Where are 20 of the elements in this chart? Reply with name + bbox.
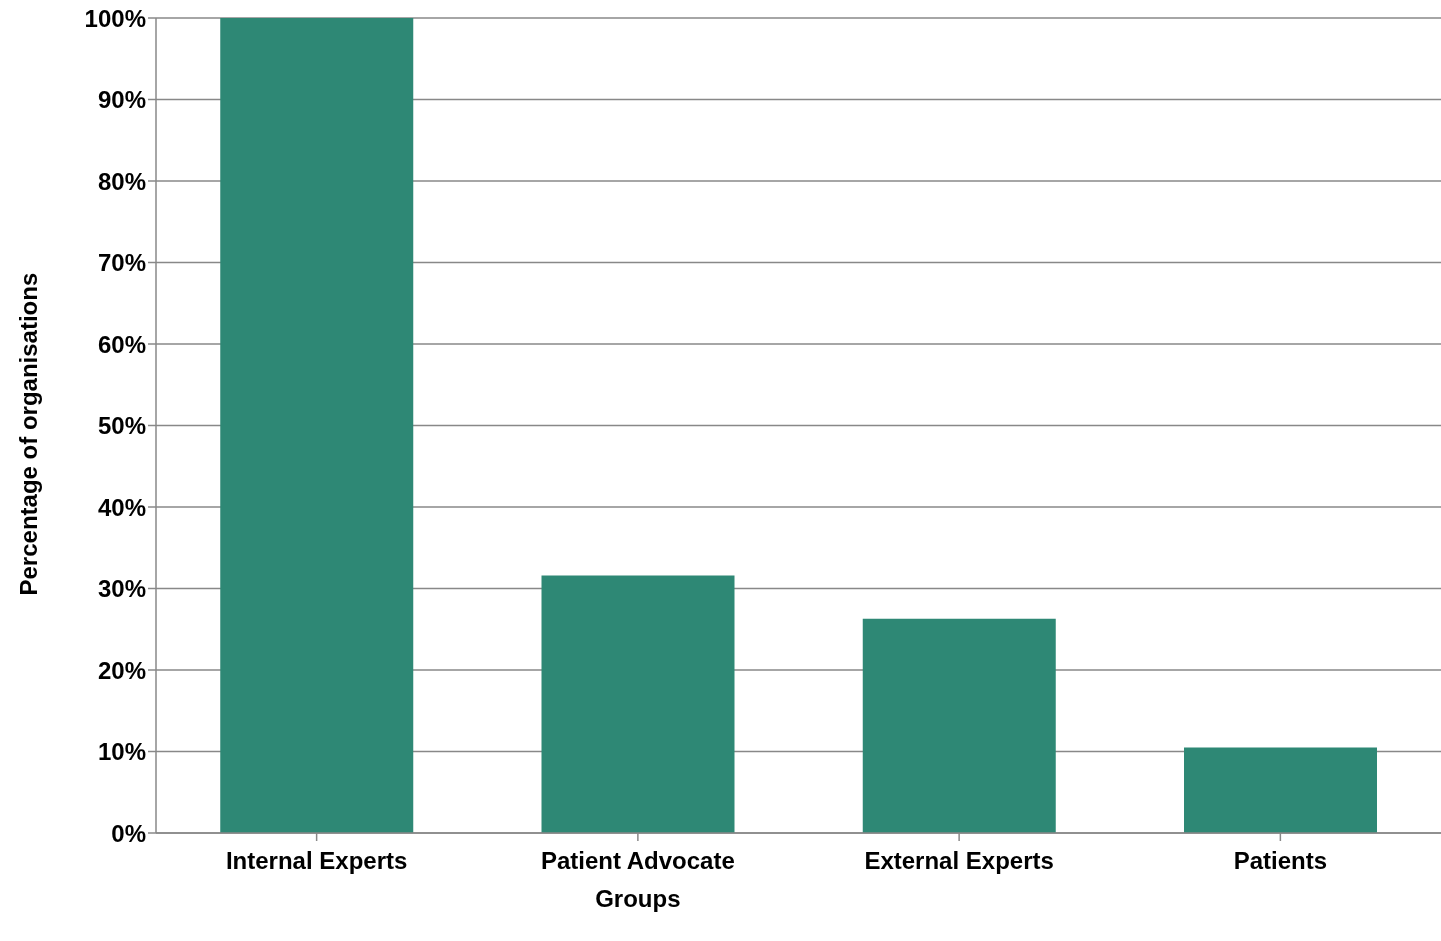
y-tick-label: 30% (97, 575, 146, 603)
x-tick-label: Patients (1233, 847, 1328, 874)
y-tick-label: 60% (97, 330, 146, 358)
x-tick-label: External Experts (864, 847, 1054, 874)
y-tick-label: 70% (97, 249, 146, 277)
y-tick-label: 10% (97, 738, 146, 766)
y-tick-label: 100% (84, 4, 146, 32)
y-tick-label: 90% (97, 86, 146, 114)
bar (541, 575, 735, 833)
y-tick-label: 50% (97, 412, 146, 440)
x-tick-label: Patient Advocate Groups (540, 847, 735, 912)
y-tick-label: 40% (97, 493, 146, 521)
y-axis-title: Percentage of organisations (14, 272, 42, 596)
y-tick-label: 20% (97, 656, 146, 684)
bar (862, 618, 1056, 833)
bar (220, 18, 414, 833)
y-tick-label: 80% (97, 167, 146, 195)
x-tick-label: Internal Experts (225, 847, 408, 874)
bar (1184, 747, 1377, 833)
y-tick-label: 0% (111, 819, 146, 847)
